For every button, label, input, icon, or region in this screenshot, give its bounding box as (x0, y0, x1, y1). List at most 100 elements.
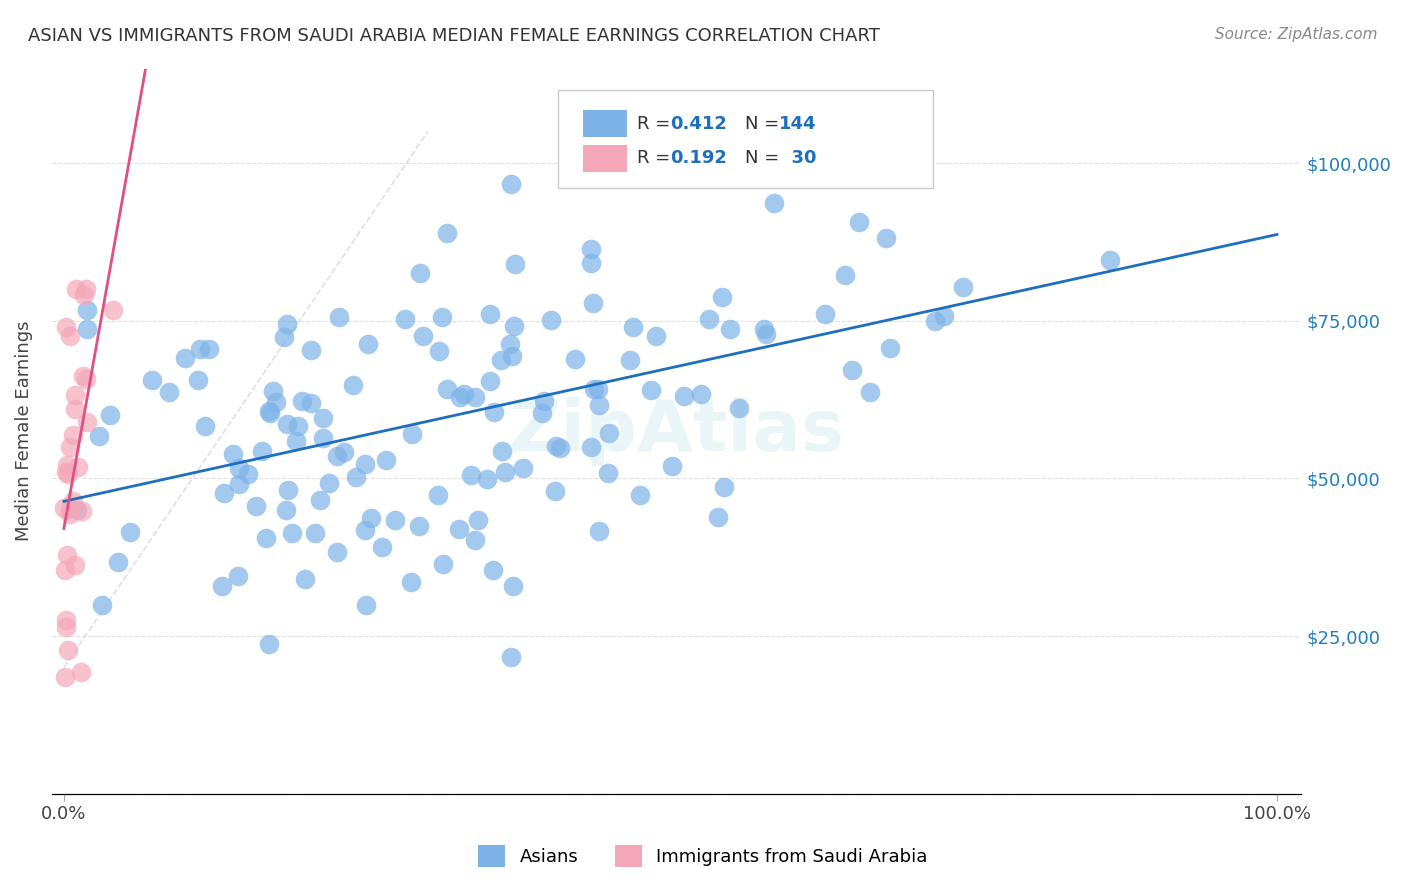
Point (159, 384, 181, 399)
Point (432, 557, 454, 571)
Point (312, 432, 335, 446)
Point (98, 408, 121, 422)
Point (581, 296, 603, 310)
Point (711, 290, 734, 304)
Point (285, 434, 308, 448)
Point (875, 231, 897, 245)
Point (530, 406, 553, 420)
Point (53, 670, 76, 684)
Point (299, 396, 322, 410)
Point (308, 493, 330, 508)
Point (53, 500, 76, 515)
Point (453, 387, 475, 401)
Point (583, 382, 606, 396)
Point (254, 531, 277, 545)
Point (586, 382, 609, 396)
Point (544, 439, 567, 453)
Point (409, 266, 432, 280)
Point (76, 415, 98, 429)
Text: Source: ZipAtlas.com: Source: ZipAtlas.com (1215, 27, 1378, 42)
Point (174, 351, 197, 366)
Point (76, 303, 98, 318)
Text: 144: 144 (779, 115, 817, 133)
Point (353, 523, 375, 537)
Point (66, 503, 89, 517)
Point (274, 503, 297, 517)
Point (56, 643, 79, 657)
Point (763, 195, 786, 210)
Point (596, 467, 619, 481)
Point (257, 404, 280, 418)
Point (430, 310, 453, 325)
Legend: Asians, Immigrants from Saudi Arabia: Asians, Immigrants from Saudi Arabia (471, 838, 935, 874)
Point (478, 374, 501, 388)
Point (70, 665, 93, 679)
Point (266, 395, 288, 409)
Point (401, 427, 423, 442)
Point (56, 548, 79, 562)
Point (67, 459, 90, 474)
Point (672, 389, 695, 403)
Point (55, 613, 77, 627)
Point (72, 504, 94, 518)
Point (222, 447, 245, 461)
Point (394, 312, 416, 326)
Point (494, 465, 516, 479)
Point (540, 313, 562, 327)
Text: 30: 30 (779, 150, 817, 168)
Point (228, 476, 250, 491)
Point (59, 329, 82, 343)
Text: ASIAN VS IMMIGRANTS FROM SAUDI ARABIA MEDIAN FEMALE EARNINGS CORRELATION CHART: ASIAN VS IMMIGRANTS FROM SAUDI ARABIA ME… (28, 27, 880, 45)
Point (63, 387, 86, 401)
Point (73, 288, 96, 302)
Point (621, 320, 644, 334)
Point (505, 257, 527, 271)
Point (63, 558, 86, 573)
Point (90, 599, 112, 613)
Point (491, 353, 513, 368)
Point (59, 501, 82, 516)
Point (399, 575, 422, 590)
Point (548, 442, 571, 456)
Point (226, 569, 249, 583)
Point (859, 384, 882, 399)
Point (55, 319, 77, 334)
Point (449, 390, 471, 404)
Point (579, 242, 602, 256)
Point (579, 440, 602, 454)
Point (512, 461, 534, 475)
Point (464, 390, 486, 404)
Point (645, 328, 668, 343)
Point (713, 480, 735, 494)
Point (727, 401, 749, 415)
Point (436, 226, 458, 240)
Point (276, 417, 298, 431)
Point (491, 444, 513, 458)
Point (834, 268, 856, 282)
Point (273, 330, 295, 344)
Point (194, 418, 217, 433)
Point (212, 486, 235, 500)
Point (706, 509, 728, 524)
Text: ZipAtlas: ZipAtlas (509, 397, 845, 466)
Point (479, 307, 502, 321)
Point (640, 383, 662, 397)
Point (501, 649, 523, 664)
Point (690, 387, 713, 401)
Point (59, 441, 82, 455)
Point (141, 373, 163, 387)
Point (932, 309, 955, 323)
Text: N =: N = (745, 115, 785, 133)
Point (333, 445, 356, 459)
Point (56, 467, 79, 481)
Point (564, 351, 586, 366)
Point (188, 342, 211, 356)
Point (371, 540, 394, 554)
Point (62, 494, 84, 508)
Point (360, 510, 382, 524)
Point (482, 563, 505, 577)
Point (287, 419, 309, 434)
Point (55, 465, 77, 479)
Point (245, 499, 267, 513)
Point (276, 317, 298, 331)
